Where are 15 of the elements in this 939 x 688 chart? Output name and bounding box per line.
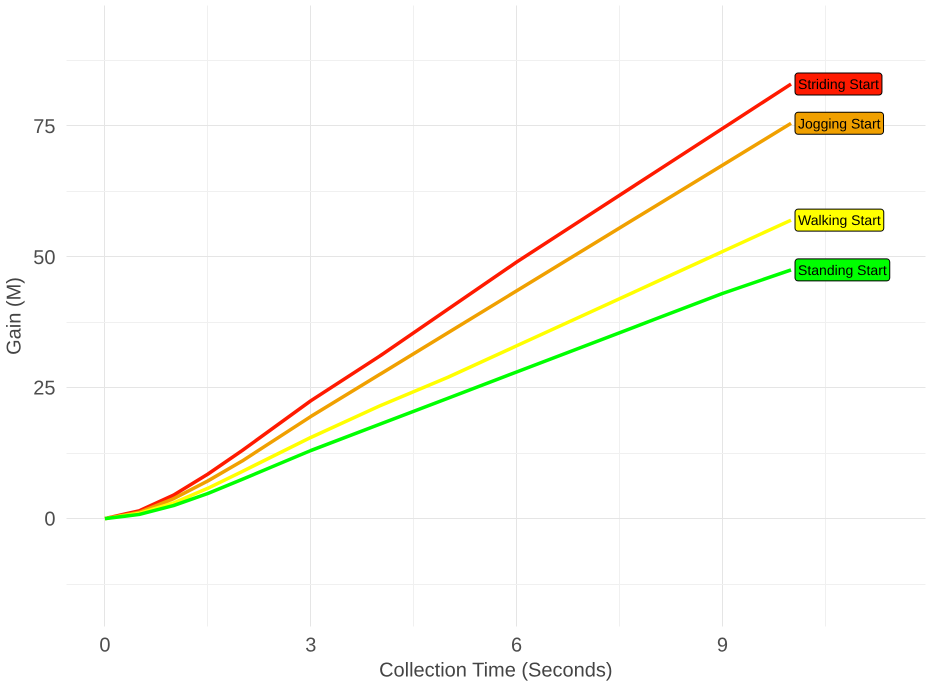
x-axis-title: Collection Time (Seconds) xyxy=(379,660,613,682)
x-tick-label: 0 xyxy=(99,634,110,656)
x-tick-label: 3 xyxy=(305,634,316,656)
y-axis-title: Gain (M) xyxy=(3,277,26,355)
x-tick-label: 9 xyxy=(716,634,728,656)
series-label: Standing Start xyxy=(798,262,887,278)
y-tick-label: 75 xyxy=(33,116,56,138)
series-label: Striding Start xyxy=(798,76,880,92)
series-label: Jogging Start xyxy=(798,115,881,132)
y-tick-label: 50 xyxy=(33,246,56,269)
series-label: Walking Start xyxy=(798,212,881,228)
y-tick-label: 25 xyxy=(33,378,56,400)
line-series xyxy=(103,268,793,520)
y-tick-label: 0 xyxy=(44,508,56,531)
x-tick-label: 6 xyxy=(511,634,522,656)
